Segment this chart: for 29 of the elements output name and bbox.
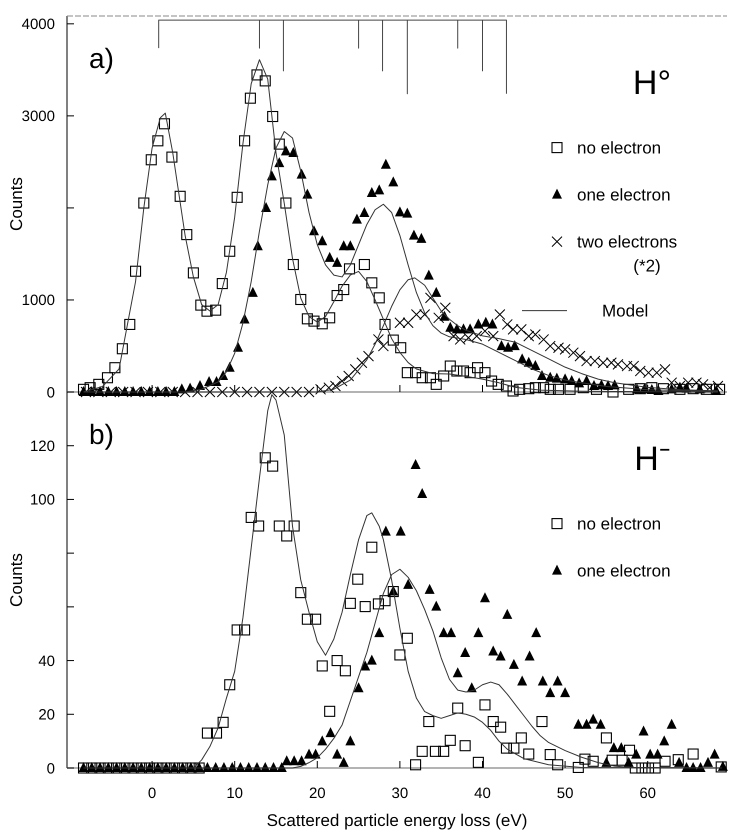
legend-label: no electron [577, 514, 662, 534]
x-tick-label: 0 [148, 785, 156, 802]
x-axis-title: Scattered particle energy loss (eV) [266, 811, 528, 830]
legend-label: no electron [577, 138, 662, 158]
y-axis-title: Counts [7, 553, 26, 607]
x-tick-label: 20 [308, 785, 326, 802]
y-tick-label: 0 [46, 760, 55, 778]
text: H° [632, 64, 672, 102]
y-tick-label: 120 [30, 438, 55, 455]
y-axis-title: Counts [7, 177, 26, 231]
text: H⁻ [634, 440, 670, 478]
x-tick-label: 10 [226, 785, 244, 802]
x-tick-label: 30 [392, 785, 408, 802]
annotation: a) [89, 43, 114, 74]
legend-label: Model [602, 302, 648, 321]
y-tick-label: 100 [30, 492, 55, 509]
annotation: b) [89, 419, 114, 450]
y-tick-label: 40 [38, 652, 55, 670]
y-tick-label: 3000 [22, 108, 55, 126]
y-tick-label: 0 [46, 384, 55, 402]
legend-label: two electrons (*2) [577, 232, 678, 276]
x-tick-label: 50 [556, 785, 574, 802]
y-tick-label: 4000 [22, 16, 55, 34]
legend-label: one electron [577, 562, 671, 581]
x-tick-label: 60 [639, 785, 656, 802]
legend-label: one electron [577, 186, 671, 205]
y-tick-label: 20 [38, 706, 55, 724]
y-tick-label: 1000 [22, 292, 55, 310]
x-tick-label: 40 [474, 785, 491, 802]
